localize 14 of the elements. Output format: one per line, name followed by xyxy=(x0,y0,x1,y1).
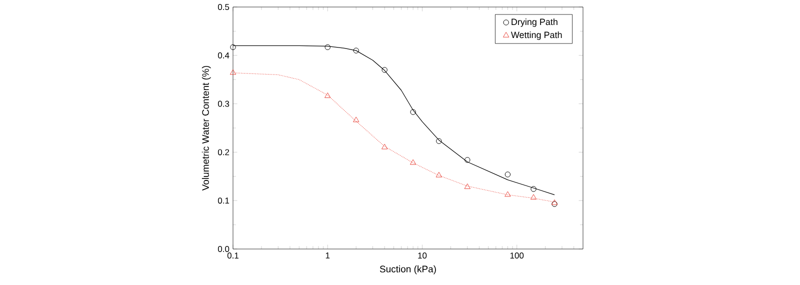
y-tick-label: 0.4 xyxy=(218,52,230,58)
y-tick-label: 0.0 xyxy=(218,246,230,252)
y-tick-label: 0.5 xyxy=(218,4,230,10)
x-axis-title: Suction (kPa) xyxy=(380,265,436,274)
x-tick-label: 1 xyxy=(326,252,330,258)
y-tick-label: 0.2 xyxy=(218,149,230,156)
x-tick-label: 100 xyxy=(510,252,524,259)
y-tick-label: 0.1 xyxy=(218,198,230,204)
x-tick-label: 0.1 xyxy=(227,252,238,259)
y-axis-title: Volumetric Water Content (%) xyxy=(202,66,211,191)
legend-label: Wetting Path xyxy=(510,31,562,40)
legend-label: Drying Path xyxy=(512,18,558,27)
y-tick-label: 0.3 xyxy=(218,100,230,107)
x-tick-label: 10 xyxy=(418,252,427,259)
